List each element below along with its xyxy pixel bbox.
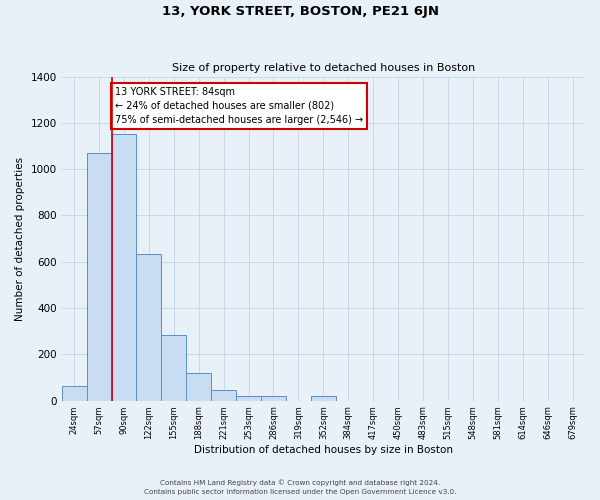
Bar [261,396,286,400]
X-axis label: Distribution of detached houses by size in Boston: Distribution of detached houses by size … [194,445,453,455]
Text: Contains HM Land Registry data © Crown copyright and database right 2024.
Contai: Contains HM Land Registry data © Crown c… [144,480,456,495]
Bar [311,396,336,400]
Bar [62,386,86,400]
Bar [186,373,211,400]
Text: 13, YORK STREET, BOSTON, PE21 6JN: 13, YORK STREET, BOSTON, PE21 6JN [161,5,439,18]
Title: Size of property relative to detached houses in Boston: Size of property relative to detached ho… [172,63,475,73]
Bar [86,153,112,400]
Bar [236,396,261,400]
Bar [161,334,186,400]
Bar [112,134,136,400]
Y-axis label: Number of detached properties: Number of detached properties [15,156,25,320]
Text: 13 YORK STREET: 84sqm
← 24% of detached houses are smaller (802)
75% of semi-det: 13 YORK STREET: 84sqm ← 24% of detached … [115,87,364,125]
Bar [211,390,236,400]
Bar [136,254,161,400]
